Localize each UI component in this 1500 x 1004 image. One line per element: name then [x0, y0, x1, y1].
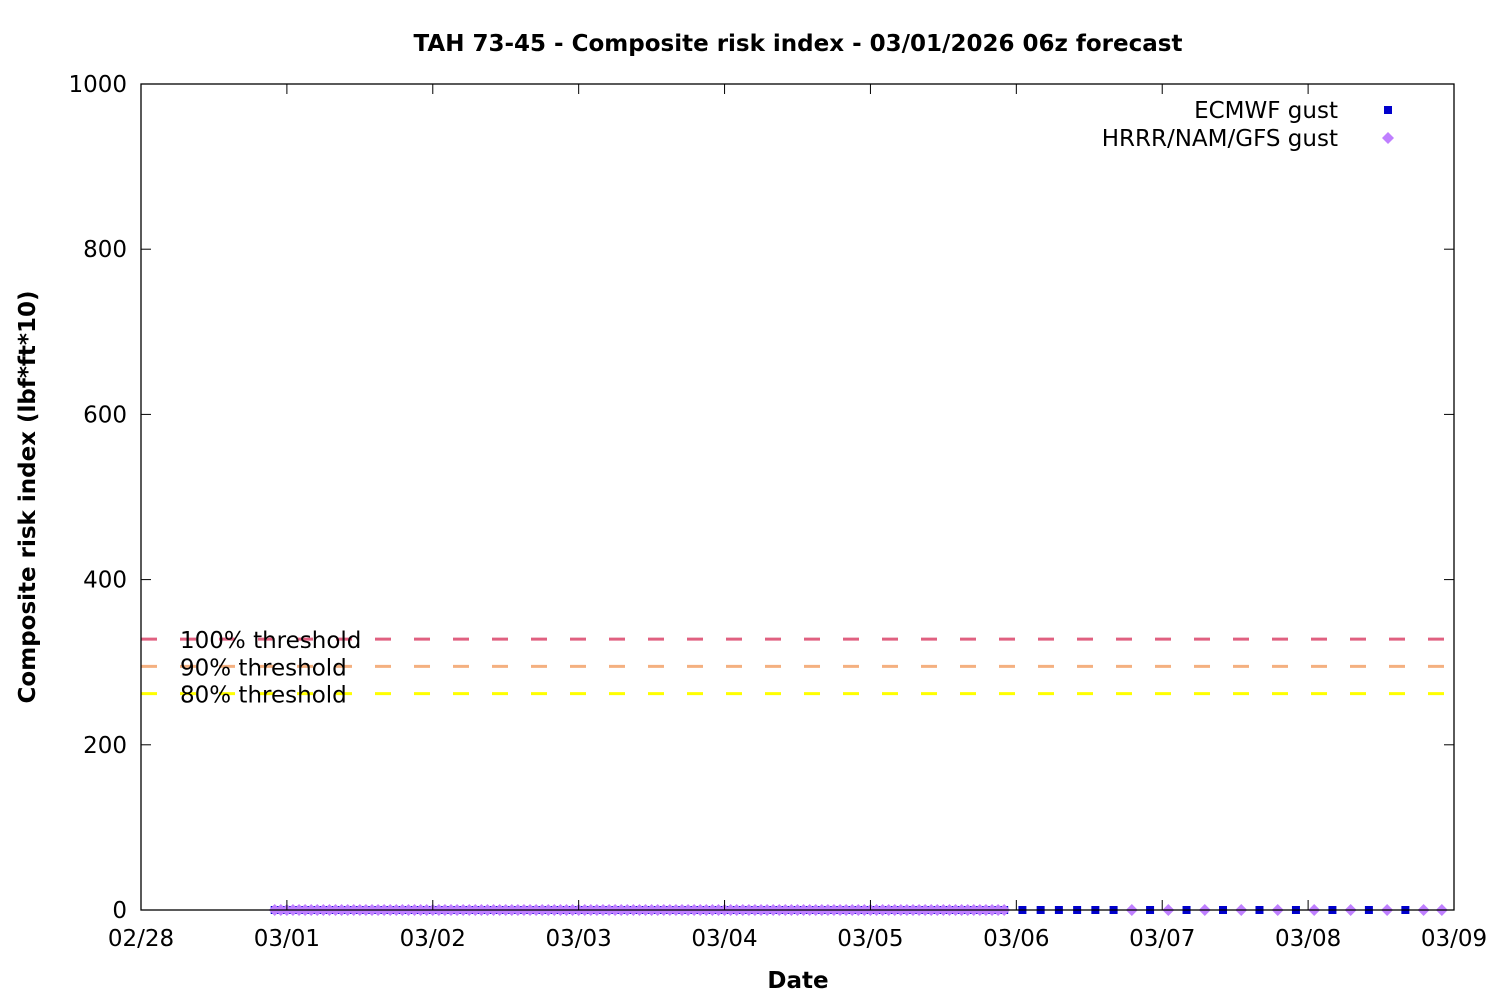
- x-tick-label: 03/05: [837, 926, 903, 952]
- legend-label: HRRR/NAM/GFS gust: [1102, 126, 1338, 152]
- y-tick-label: 800: [83, 237, 127, 263]
- legend-marker: [1382, 132, 1394, 144]
- x-tick-label: 03/08: [1275, 926, 1341, 952]
- threshold-label: 90% threshold: [180, 655, 347, 681]
- y-tick-label: 600: [83, 402, 127, 428]
- x-tick-label: 03/07: [1129, 926, 1195, 952]
- threshold-label: 80% threshold: [180, 683, 347, 709]
- x-tick-label: 03/01: [254, 926, 320, 952]
- legend-marker: [1384, 106, 1392, 114]
- x-tick-label: 03/04: [691, 926, 757, 952]
- y-tick-label: 0: [112, 898, 127, 924]
- x-tick-label: 03/03: [546, 926, 612, 952]
- x-tick-label: 03/02: [400, 926, 466, 952]
- x-tick-label: 03/06: [983, 926, 1049, 952]
- y-tick-label: 1000: [68, 72, 127, 98]
- legend-label: ECMWF gust: [1194, 98, 1338, 124]
- axes: 0 200 400 600 800 1000 02/28 03/01 03/02 03/03 03/…: [68, 72, 1487, 952]
- x-axis-label: Date: [767, 968, 828, 994]
- y-tick-label: 200: [83, 733, 127, 759]
- x-tick-label: 03/09: [1421, 926, 1487, 952]
- y-tick-label: 400: [83, 568, 127, 594]
- threshold-label: 100% threshold: [180, 628, 361, 654]
- chart-title: TAH 73-45 - Composite risk index - 03/01…: [414, 31, 1183, 57]
- x-tick-label: 02/28: [108, 926, 174, 952]
- plot-frame: [140, 83, 1455, 911]
- y-axis-label: Composite risk index (lbf*ft*10): [15, 291, 41, 704]
